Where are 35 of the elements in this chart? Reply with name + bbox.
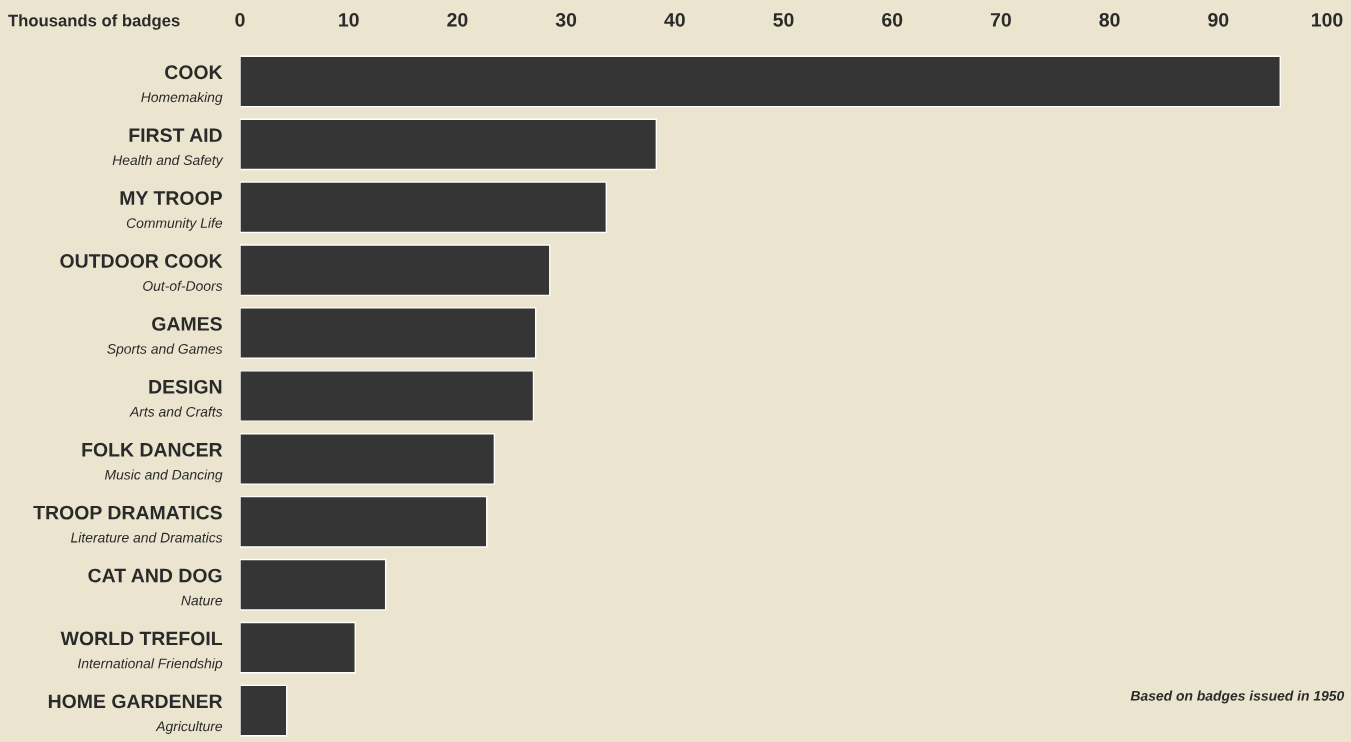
y-tick-label: CAT AND DOG Nature [88,568,223,606]
bar [240,621,356,674]
x-tick-label: 40 [664,12,685,27]
x-tick-label: 10 [339,12,359,27]
bar [240,118,658,171]
x-tick-label: 100 [1312,12,1343,27]
y-tick-label: TROOP DRAMATICS Literature and Dramatics [33,505,223,543]
y-tick-label: WORLD TREFOIL International Friendship [60,631,223,672]
y-tick-label: GAMES Sports and Games [107,316,223,357]
bar [240,433,496,485]
bar [240,307,537,359]
x-tick-label: 20 [447,12,468,27]
x-tick-label: 80 [1099,12,1120,27]
bar [240,55,1281,108]
bar [240,181,608,234]
bar [240,244,551,297]
bar [240,495,488,548]
y-tick-label: OUTDOOR COOK Out-of-Doors [60,254,223,291]
x-tick-label: 70 [990,12,1011,27]
x-tick-label: 60 [882,12,903,27]
y-tick-label: FOLK DANCER Music and Dancing [82,442,223,483]
y-tick-label: MY TROOP Community Life [120,191,223,231]
x-tick-label: 0 [235,12,245,27]
x-tick-label: 90 [1208,12,1229,27]
y-tick-label: COOK Homemaking [141,65,223,105]
y-tick-label: FIRST AID Health and Safety [112,128,224,168]
x-axis-title: Thousands of badges [8,14,180,30]
x-tick-label: 50 [773,12,794,27]
bar [240,684,288,737]
y-tick-label: DESIGN Arts and Crafts [129,379,223,417]
y-tick-label: HOME GARDENER Agriculture [48,694,223,734]
bar [240,370,535,422]
annotation: Based on badges issued in 1950 [1130,690,1345,704]
x-tick-label: 30 [555,12,577,27]
bar [240,558,387,611]
